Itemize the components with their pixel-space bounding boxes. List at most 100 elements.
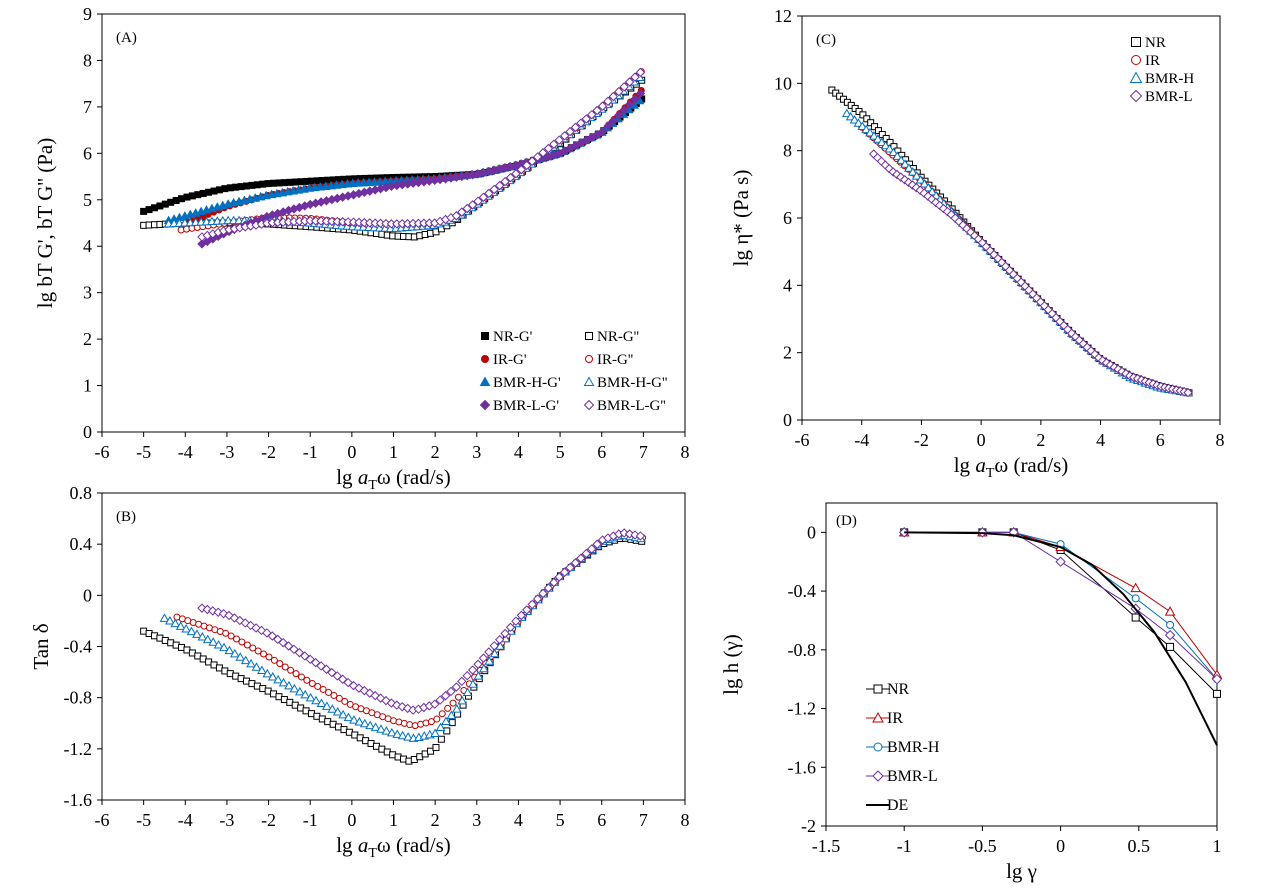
data-point (878, 131, 886, 139)
legend-label: IR-G' (493, 352, 527, 368)
x-tick-label: -6 (95, 810, 110, 830)
data-point (871, 123, 879, 131)
data-point (880, 140, 891, 150)
x-tick-label: 0.5 (1128, 836, 1151, 856)
y-tick-label: 0 (83, 422, 92, 442)
data-point (251, 662, 262, 671)
data-point (170, 618, 181, 628)
data-point (294, 686, 305, 696)
series-bmr-l (197, 528, 646, 715)
y-tick-label: -0.4 (788, 581, 817, 601)
data-point (1130, 582, 1142, 593)
x-tick-label: -0.5 (968, 836, 997, 856)
data-point (308, 679, 316, 687)
x-tick-label: -1 (303, 810, 318, 830)
data-point (267, 671, 278, 681)
x-tick-label: 8 (681, 442, 690, 462)
x-tick-label: 7 (639, 810, 648, 830)
x-tick-label: 8 (681, 810, 690, 830)
series-bmr-l-g- (197, 67, 646, 242)
legend-marker (481, 332, 489, 340)
data-point (437, 735, 445, 743)
data-point (543, 583, 554, 593)
data-point (376, 724, 386, 733)
data-point (444, 704, 452, 712)
data-point (386, 727, 397, 737)
data-point (440, 691, 451, 701)
y-tick-label: 0.8 (70, 483, 93, 503)
data-point (505, 172, 516, 183)
data-point (305, 654, 315, 664)
data-point (240, 655, 251, 665)
data-point (159, 613, 170, 622)
data-point (283, 641, 294, 651)
data-point (273, 634, 283, 645)
data-point (853, 118, 864, 127)
data-point (289, 683, 300, 693)
data-point (381, 726, 392, 735)
y-axis-label: lg h (γ) (719, 634, 743, 695)
data-point (608, 116, 619, 126)
data-point (243, 641, 251, 649)
x-tick-label: 8 (1216, 430, 1225, 450)
data-point (370, 722, 381, 731)
series-line (904, 531, 1218, 746)
data-point (338, 709, 348, 719)
legend-label: BMR-H-G' (493, 375, 561, 391)
y-tick-label: 4 (83, 236, 92, 256)
x-tick-label: 4 (1096, 430, 1105, 450)
y-tick-label: -1.6 (788, 757, 817, 777)
data-point (297, 673, 305, 681)
data-point (489, 184, 499, 195)
data-point (332, 671, 342, 681)
y-tick-label: 0 (783, 410, 792, 430)
y-tick-label: 3 (83, 283, 92, 303)
data-point (872, 134, 883, 143)
data-point (603, 96, 613, 107)
data-point (276, 660, 284, 668)
data-point (349, 715, 359, 724)
data-point (473, 196, 483, 206)
data-point (904, 163, 914, 172)
data-point (281, 663, 289, 671)
data-point (884, 143, 895, 153)
data-point (484, 656, 495, 665)
data-point (427, 747, 435, 755)
data-point (457, 207, 467, 217)
legend-marker (585, 355, 593, 363)
data-point (898, 527, 910, 538)
data-point (592, 105, 602, 116)
data-point (319, 685, 327, 693)
data-point (576, 118, 586, 128)
data-point (451, 704, 462, 713)
data-point (489, 641, 499, 651)
data-point (1131, 594, 1140, 603)
data-point (449, 699, 457, 707)
data-point (432, 744, 440, 752)
data-point (468, 679, 478, 688)
x-tick-label: 4 (514, 810, 523, 830)
x-tick-label: 0 (347, 442, 356, 462)
data-point (438, 710, 446, 718)
data-point (294, 647, 305, 658)
data-point (433, 715, 441, 723)
data-point (343, 712, 354, 722)
x-tick-label: -1 (897, 836, 912, 856)
data-point (451, 211, 462, 221)
data-point (500, 176, 510, 187)
data-point (549, 577, 559, 588)
data-point (341, 697, 349, 705)
data-point (565, 562, 575, 573)
data-point (430, 728, 441, 737)
x-tick-label: -6 (795, 430, 810, 450)
x-tick-label: 3 (472, 810, 481, 830)
y-tick-label: -1.2 (788, 699, 817, 719)
data-point (446, 710, 457, 720)
y-tick-label: 8 (83, 50, 92, 70)
x-tick-label: -3 (219, 810, 234, 830)
legend-marker (583, 376, 595, 386)
data-point (287, 666, 295, 674)
data-point (849, 115, 860, 124)
data-point (335, 694, 343, 702)
data-point (397, 730, 408, 740)
